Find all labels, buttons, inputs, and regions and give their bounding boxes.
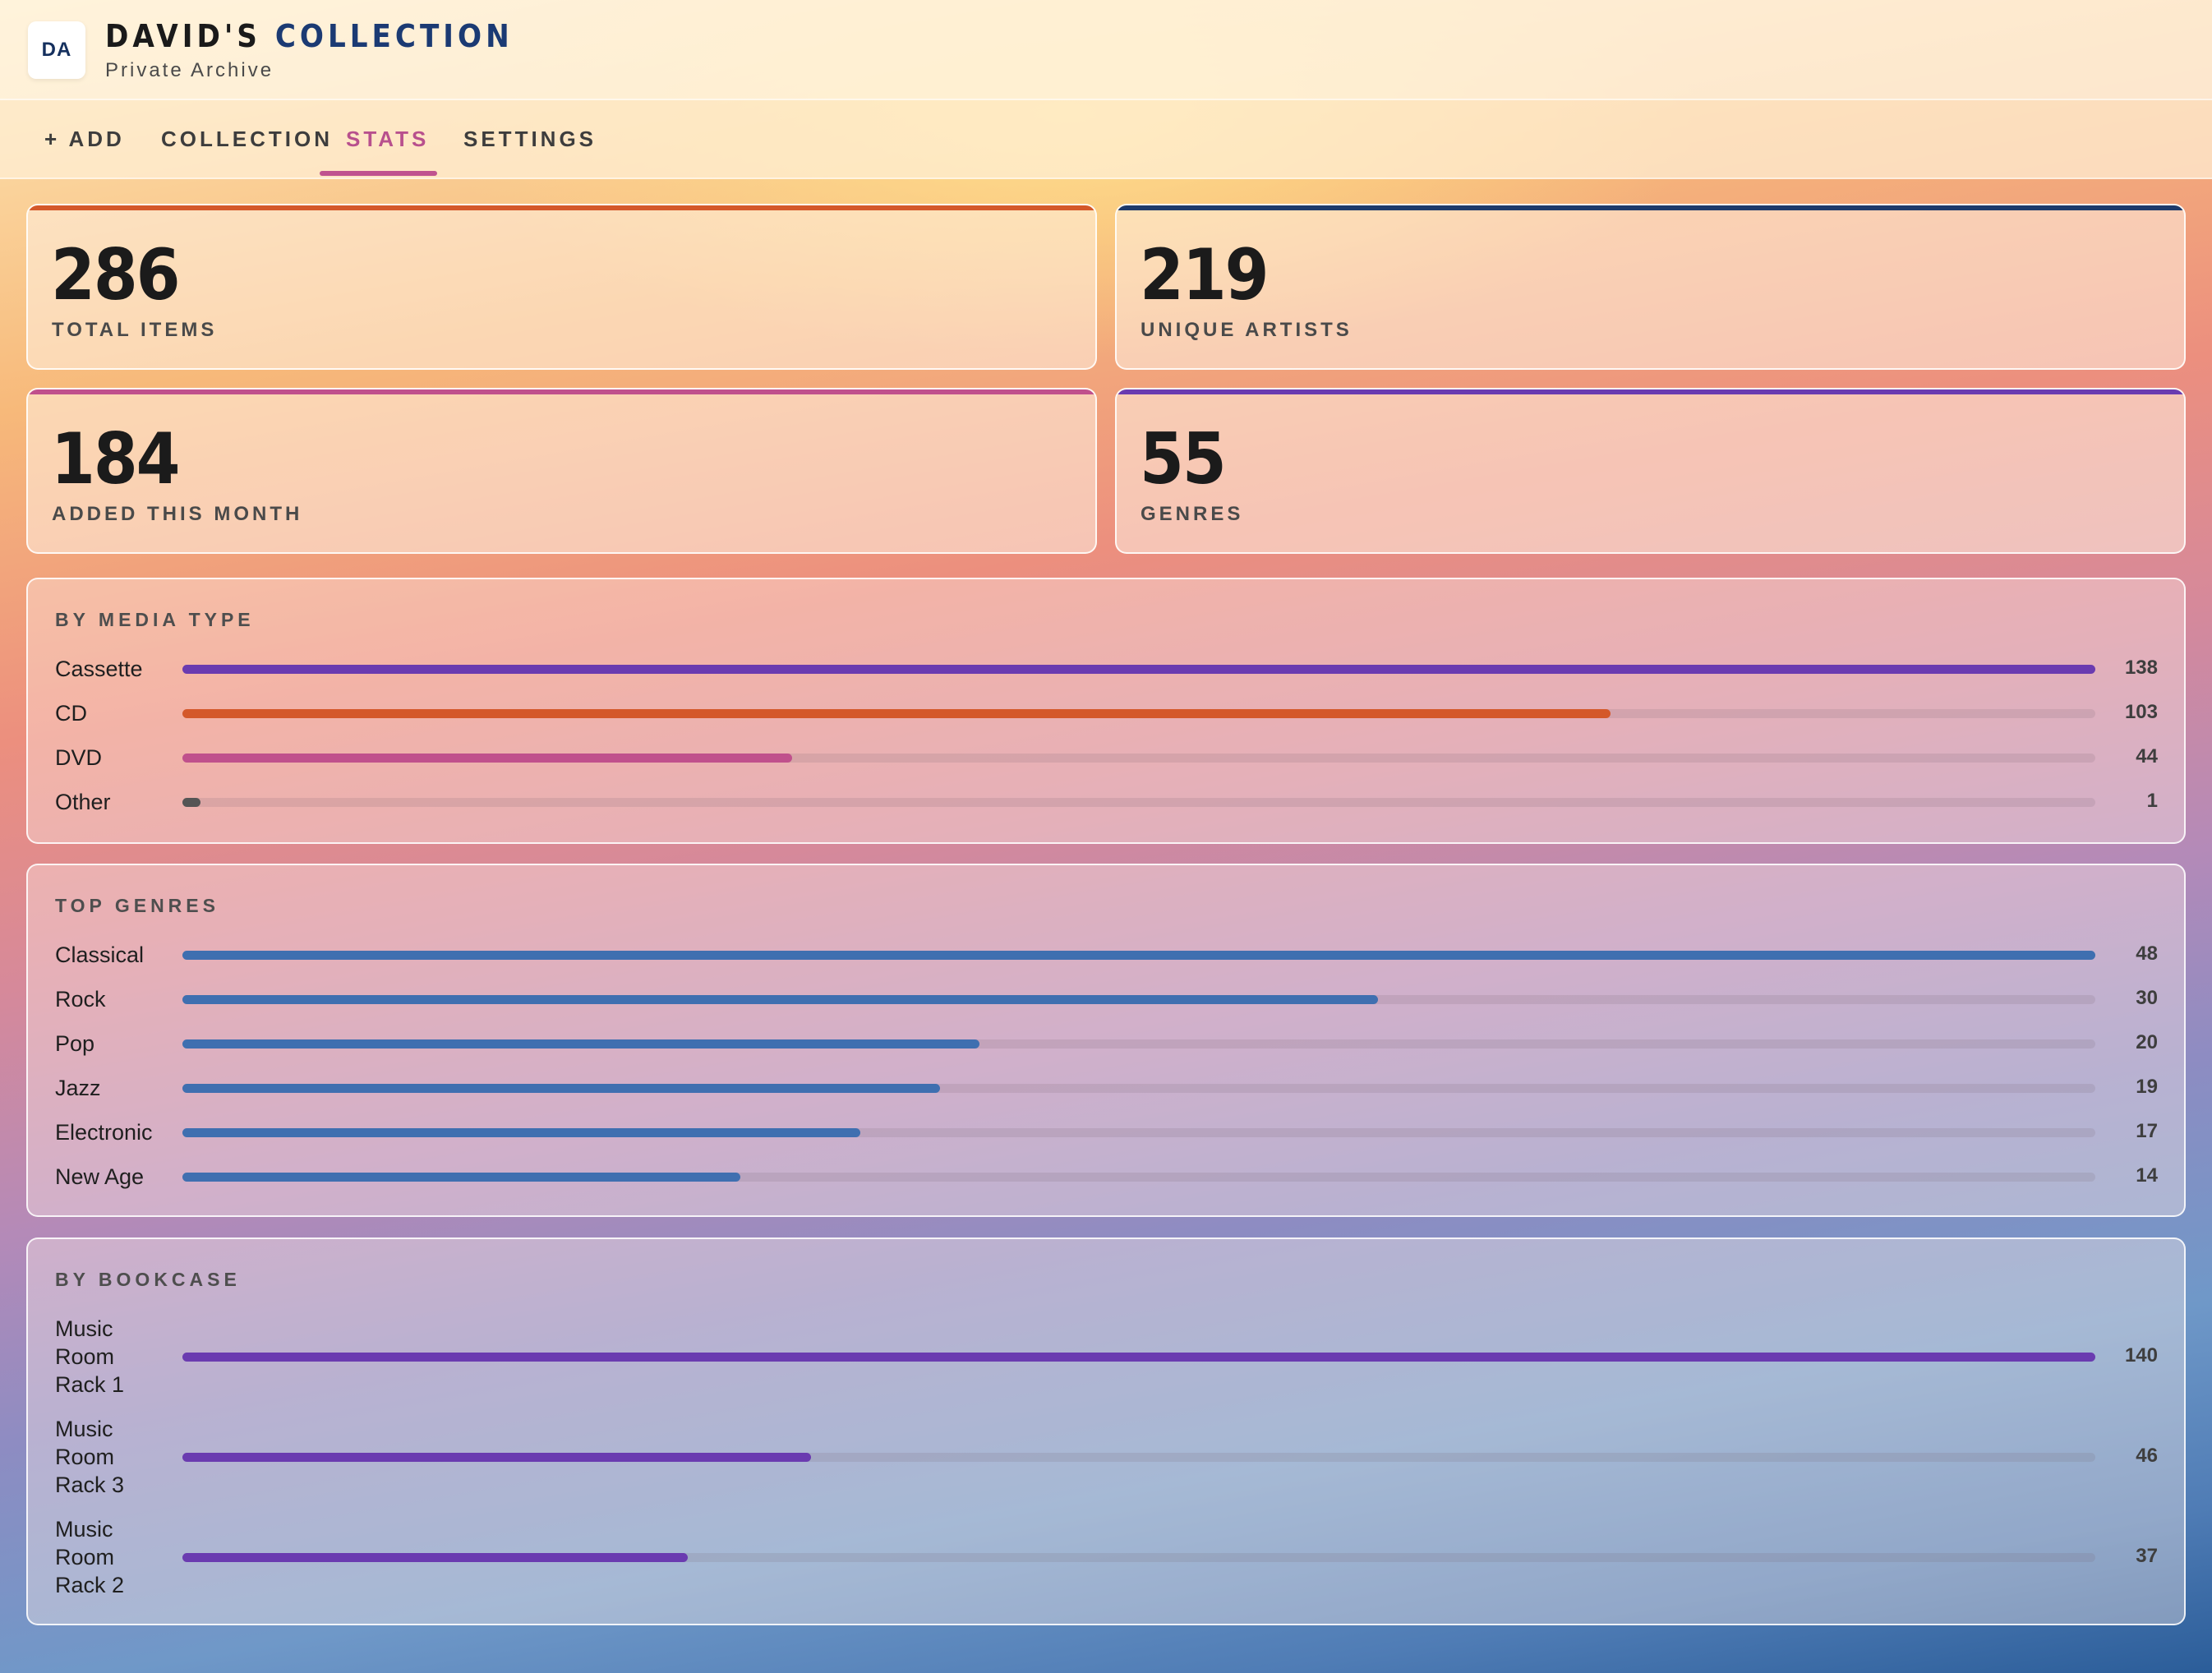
bar-label: Classical <box>55 943 145 967</box>
bar-track <box>182 665 2095 674</box>
bar-fill <box>182 1173 740 1182</box>
logo-initials: DA <box>41 39 72 61</box>
bar-label: Other <box>55 790 111 814</box>
bar-label: Pop <box>55 1031 95 1056</box>
stat-card-accent <box>28 205 1095 210</box>
app-title-accent: COLLECTION <box>274 18 514 54</box>
bar-track <box>182 1084 2095 1093</box>
bar-track <box>182 709 2095 718</box>
bar-fill <box>182 1039 979 1049</box>
bar-fill <box>182 995 1378 1004</box>
bar-value: 44 <box>2136 745 2158 767</box>
bar-track <box>182 1553 2095 1562</box>
logo-avatar: DA <box>28 21 85 79</box>
stat-card-unique-artists: 219 UNIQUE ARTISTS <box>1115 204 2186 370</box>
bar-track <box>182 1453 2095 1462</box>
stat-value: 286 <box>51 234 181 316</box>
bar-track <box>182 995 2095 1004</box>
bar-fill <box>182 1553 689 1562</box>
stat-card-total-items: 286 TOTAL ITEMS <box>26 204 1097 370</box>
media-type-panel: BY MEDIA TYPE Cassette 138 CD 103 DVD 44… <box>26 578 2186 844</box>
bar-track <box>182 951 2095 960</box>
stat-value: 184 <box>51 418 181 500</box>
bar-track <box>182 1173 2095 1182</box>
panel-title: BY MEDIA TYPE <box>55 609 255 630</box>
panel-title: TOP GENRES <box>55 895 219 916</box>
app-subtitle: Private Archive <box>105 59 274 81</box>
tab-collection[interactable]: COLLECTION <box>161 126 333 151</box>
bar-value: 1 <box>2146 790 2158 812</box>
bar-value: 46 <box>2136 1445 2158 1467</box>
bar-track <box>182 1039 2095 1049</box>
app-title: DAVID'S COLLECTION <box>105 18 514 54</box>
nav-add-button[interactable]: + ADD <box>44 126 125 151</box>
bar-fill <box>182 1128 860 1137</box>
bar-value: 17 <box>2136 1120 2158 1142</box>
top-genres-panel: TOP GENRES Classical 48 Rock 30 Pop 20 J… <box>26 864 2186 1217</box>
bar-label: Rock <box>55 987 106 1012</box>
bar-label: Music Room Rack 1 <box>55 1316 125 1397</box>
bar-fill <box>182 754 793 763</box>
stat-value: 219 <box>1140 234 1270 316</box>
bar-label: CD <box>55 701 87 726</box>
stat-card-accent <box>1117 389 2184 394</box>
panel-title: BY BOOKCASE <box>55 1269 241 1290</box>
bar-fill <box>182 665 2095 674</box>
bar-track <box>182 754 2095 763</box>
bar-fill <box>182 798 200 807</box>
app-header: DA DAVID'S COLLECTION Private Archive <box>0 0 2212 100</box>
bar-label: DVD <box>55 745 103 770</box>
bar-label: Electronic <box>55 1120 153 1145</box>
bookcase-panel: BY BOOKCASE Music Room Rack 1 140 Music … <box>26 1237 2186 1625</box>
bar-track <box>182 1353 2095 1362</box>
bar-label: Cassette <box>55 657 143 681</box>
main-nav: + ADD COLLECTION STATS SETTINGS <box>0 100 2212 179</box>
stat-card-genres: 55 GENRES <box>1115 388 2186 554</box>
bar-fill <box>182 1453 811 1462</box>
stat-label: UNIQUE ARTISTS <box>1141 319 1353 341</box>
stat-card-added-this-month: 184 ADDED THIS MONTH <box>26 388 1097 554</box>
stat-card-accent <box>28 389 1095 394</box>
bar-track <box>182 1128 2095 1137</box>
tab-settings[interactable]: SETTINGS <box>463 126 597 151</box>
stat-card-accent <box>1117 205 2184 210</box>
bar-fill <box>182 951 2095 960</box>
bar-value: 37 <box>2136 1545 2158 1567</box>
bar-value: 138 <box>2124 657 2158 679</box>
bar-value: 20 <box>2136 1031 2158 1053</box>
bar-fill <box>182 1084 940 1093</box>
app-title-primary: DAVID'S <box>105 18 261 54</box>
active-tab-indicator <box>320 171 437 176</box>
stat-label: TOTAL ITEMS <box>52 319 218 341</box>
tab-stats[interactable]: STATS <box>346 126 430 151</box>
bar-fill <box>182 1353 2095 1362</box>
bar-value: 48 <box>2136 943 2158 965</box>
bar-value: 19 <box>2136 1076 2158 1098</box>
bar-label: Music Room Rack 2 <box>55 1517 125 1597</box>
stat-label: GENRES <box>1141 503 1244 525</box>
bar-value: 14 <box>2136 1164 2158 1187</box>
bar-fill <box>182 709 1611 718</box>
stat-label: ADDED THIS MONTH <box>52 503 303 525</box>
bar-label: Music Room Rack 3 <box>55 1417 125 1497</box>
bar-label: New Age <box>55 1164 145 1189</box>
bar-value: 103 <box>2124 701 2158 723</box>
bar-value: 140 <box>2124 1344 2158 1367</box>
bar-label: Jazz <box>55 1076 101 1100</box>
bar-track <box>182 798 2095 807</box>
bar-value: 30 <box>2136 987 2158 1009</box>
stat-value: 55 <box>1140 418 1227 500</box>
